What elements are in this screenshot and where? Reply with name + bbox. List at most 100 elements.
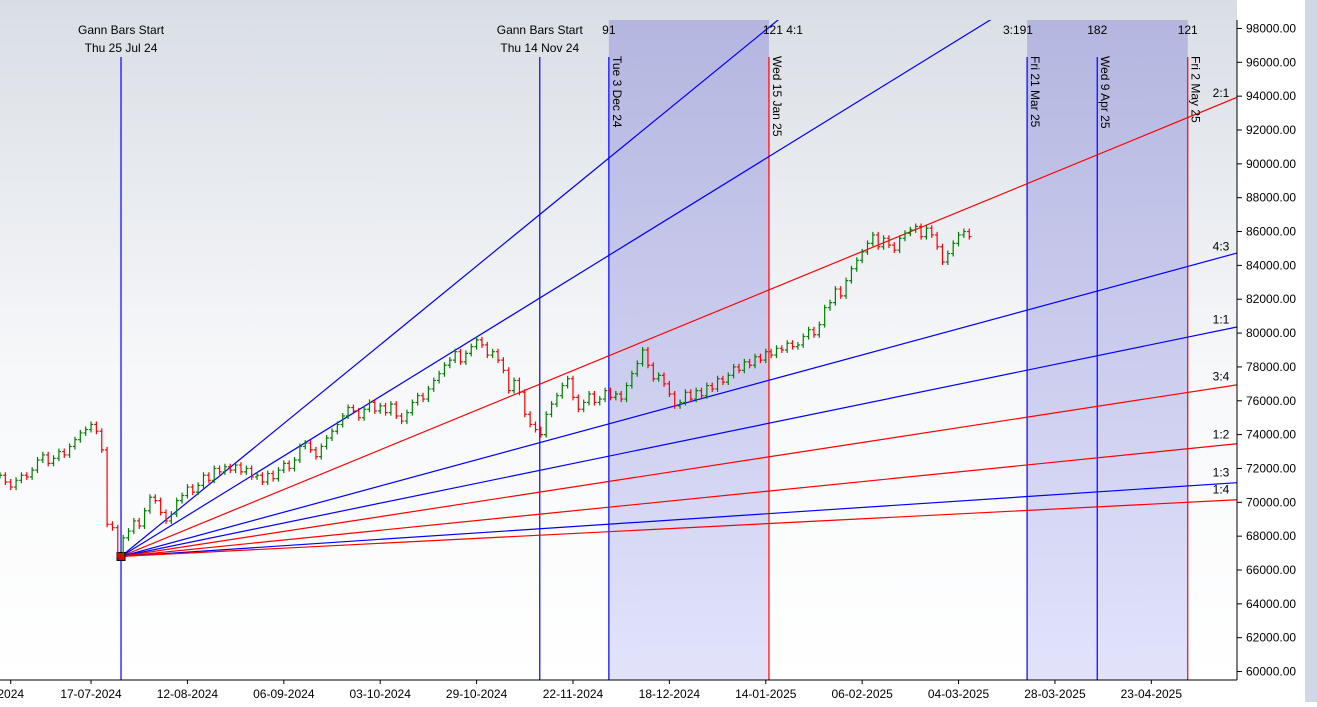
price-bar [297,443,303,463]
price-bar [613,391,619,401]
price-bar [442,362,447,377]
date-line-title: Gann Bars Start [78,23,165,37]
y-tick-label: 62000.00 [1246,631,1296,645]
price-bar [586,391,592,406]
price-bar [656,372,661,382]
price-bar [399,413,404,425]
price-bar [104,446,110,528]
y-tick-label: 74000.00 [1246,428,1296,442]
price-bar [881,235,886,250]
price-bar [517,377,522,396]
y-tick-label: 68000.00 [1246,529,1296,543]
y-tick-label: 78000.00 [1246,360,1296,374]
price-bar [897,235,902,254]
price-bar [870,231,876,247]
price-bar [169,511,174,524]
price-bar [876,231,881,250]
price-bar [292,457,297,472]
price-bar [361,406,367,421]
price-bar [463,350,469,365]
price-bar [640,347,645,367]
price-bar [324,435,329,450]
top-label: 121 4:1 [763,23,803,37]
price-bar [522,389,527,418]
price-bar [313,446,319,460]
y-tick-label: 76000.00 [1246,394,1296,408]
price-bar [270,470,276,482]
price-bar [244,465,249,475]
fan-label: 1:2 [1213,427,1230,441]
price-bar [195,482,201,496]
price-bar [479,336,485,348]
price-bar [865,240,870,255]
price-bar [436,370,442,384]
lines [116,20,1237,680]
price-bar [345,404,351,419]
price-bar [142,507,147,529]
y-tick-label: 98000.00 [1246,21,1296,35]
price-bar [88,421,94,433]
price-bar [833,286,838,306]
price-bar [581,399,586,413]
fan-line [120,443,1237,558]
price-bar [956,231,961,247]
price-bar [367,399,372,413]
y-tick-label: 72000.00 [1246,461,1296,475]
top-label: 3:191 [1003,23,1033,37]
price-bar [651,362,656,382]
date-line-label: Tue 3 Dec 24 [610,56,624,128]
price-bar [120,534,126,558]
price-bars [0,223,972,558]
price-bar [688,389,693,403]
fan-label: 2:1 [1213,86,1230,100]
price-bar [388,401,394,416]
price-bar [222,463,228,475]
x-tick-label: 28-03-2025 [1024,687,1086,701]
price-bar [661,372,667,387]
price-bar [752,353,758,369]
time-band [1027,20,1188,680]
fan-line [120,252,1237,558]
price-bar [774,345,779,359]
price-bar [747,358,752,369]
price-bar [822,304,827,328]
price-bar [918,223,924,240]
price-bar [565,375,570,389]
y-tick-label: 88000.00 [1246,191,1296,205]
y-tick-label: 90000.00 [1246,157,1296,171]
price-bar [35,457,40,474]
price-bar [624,382,629,403]
y-tick-label: 84000.00 [1246,258,1296,272]
y-tick-label: 92000.00 [1246,123,1296,137]
x-tick-label: 23-04-2025 [1121,687,1183,701]
price-bar [211,465,217,484]
price-bar [827,299,833,311]
fan-line [120,482,1237,558]
x-tick-label: 14-01-2025 [735,687,797,701]
price-bar [40,451,46,463]
price-bar [859,248,865,264]
price-bar [677,399,683,409]
price-bar [854,257,859,272]
price-bar [45,451,51,467]
x-tick-label: 12-08-2024 [157,687,219,701]
price-bar [56,448,62,462]
price-bar [351,404,356,414]
price-bar [950,240,956,257]
price-bar [726,372,731,386]
side-strip [1305,0,1317,702]
price-bar [126,528,131,541]
price-bar [281,460,287,474]
price-bar [945,250,951,265]
y-tick-label: 70000.00 [1246,495,1296,509]
price-bar [618,391,624,403]
x-tick-label: 06-09-2024 [253,687,315,701]
price-bar [817,321,822,338]
price-bar [249,465,254,480]
price-bar [902,230,908,242]
price-bar [704,382,710,399]
price-bar [784,340,790,353]
price-bar [795,341,801,350]
price-bar [886,235,892,249]
